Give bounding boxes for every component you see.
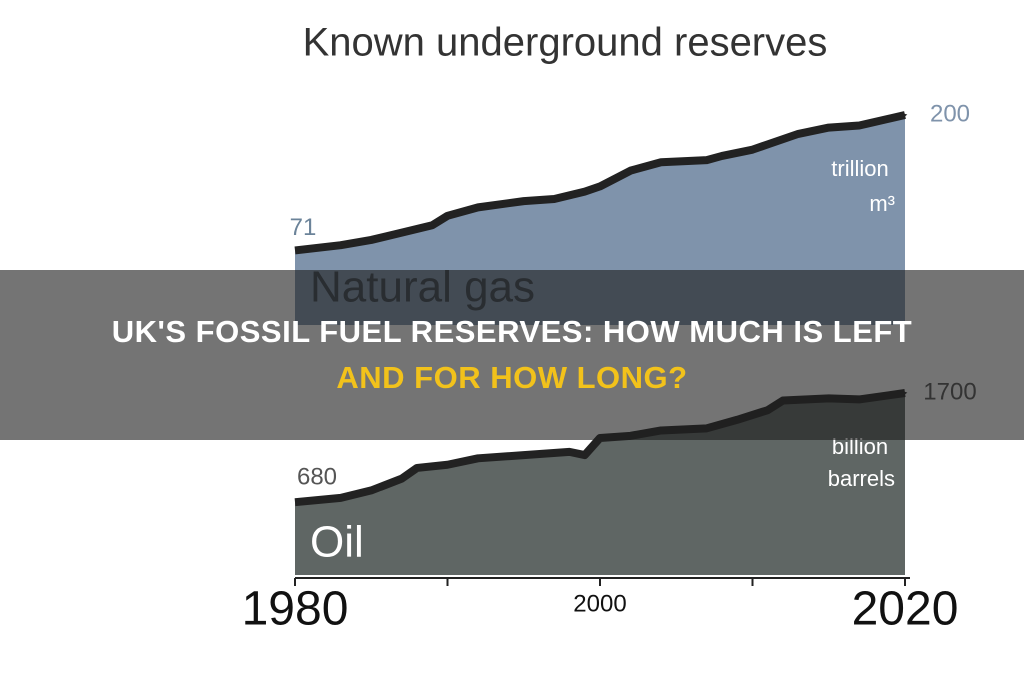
- headline-line: AND FOR HOW LONG?: [336, 360, 688, 395]
- unit-label: trillion: [831, 156, 888, 181]
- x-tick-label: 1980: [242, 583, 349, 636]
- end-value-label: 200: [930, 100, 970, 127]
- start-value-label: 71: [290, 214, 317, 241]
- unit-label: barrels: [828, 466, 895, 491]
- x-tick-label: 2020: [852, 583, 959, 636]
- unit-label: m³: [869, 191, 895, 216]
- x-tick-label: 2000: [573, 590, 626, 617]
- line: [294, 111, 908, 255]
- start-value-label: 680: [297, 464, 337, 491]
- chart-title: Known underground reserves: [303, 21, 828, 65]
- headline-banner: UK'S FOSSIL FUEL RESERVES: HOW MUCH IS L…: [0, 270, 1024, 440]
- headline-line: UK'S FOSSIL FUEL RESERVES: HOW MUCH IS L…: [111, 314, 913, 349]
- series-label: Oil: [310, 518, 364, 567]
